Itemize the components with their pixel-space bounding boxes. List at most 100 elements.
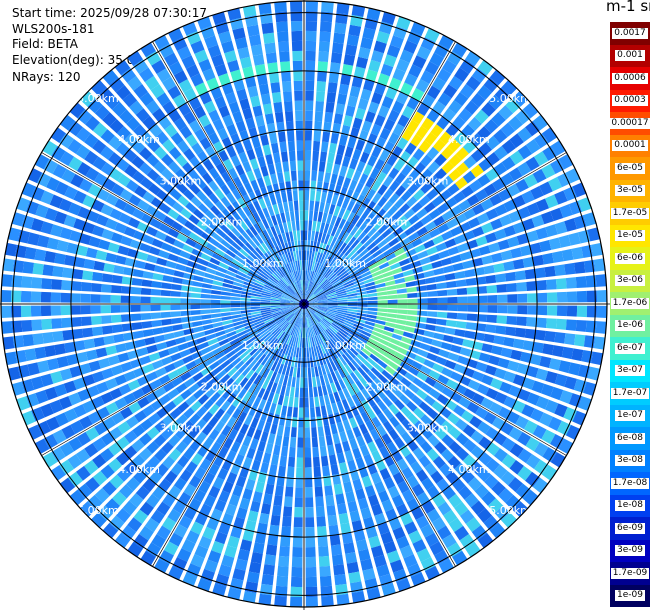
ppi-bin — [423, 270, 435, 278]
ppi-bin — [272, 413, 280, 425]
ppi-bin — [383, 54, 397, 68]
ppi-bin — [87, 183, 102, 197]
ppi-bin — [25, 200, 40, 215]
ppi-bin — [282, 276, 290, 286]
ppi-bin — [280, 301, 291, 304]
ppi-bin — [211, 347, 223, 356]
ppi-bin — [388, 517, 402, 531]
ppi-bin — [280, 536, 291, 547]
ppi-bin — [59, 227, 73, 240]
ppi-bin — [122, 92, 138, 108]
ppi-bin — [294, 316, 299, 327]
azimuth-gridline — [303, 152, 567, 305]
ppi-bin — [367, 296, 378, 301]
ppi-bin — [426, 352, 438, 362]
ppi-bin — [77, 483, 93, 499]
ppi-bin — [457, 296, 468, 304]
ppi-bin — [139, 162, 153, 176]
ppi-bin — [307, 298, 318, 303]
ppi-bin — [465, 517, 481, 532]
ppi-bin — [421, 117, 435, 131]
ppi-bin — [229, 17, 244, 31]
ppi-bin — [305, 317, 308, 328]
ppi-bin — [61, 424, 76, 440]
ppi-bin — [220, 304, 231, 308]
ppi-bin — [448, 440, 462, 454]
ppi-bin — [281, 243, 288, 254]
ppi-bin — [401, 489, 415, 503]
ppi-bin — [172, 94, 187, 108]
ppi-bin — [397, 309, 408, 315]
ppi-bin — [288, 396, 294, 408]
ppi-bin — [295, 307, 302, 316]
ppi-bin — [508, 167, 523, 182]
colorbar-cell: 1e-08 — [610, 494, 650, 517]
ppi-bin — [315, 91, 325, 102]
ppi-bin — [268, 524, 280, 536]
ppi-bin — [462, 170, 476, 184]
ppi-bin — [411, 111, 425, 125]
ppi-bin — [320, 278, 328, 287]
ppi-bin — [408, 345, 420, 354]
ppi-bin — [305, 307, 309, 318]
ppi-bin — [331, 322, 341, 330]
ppi-bin — [145, 542, 161, 557]
ppi-bin — [565, 277, 577, 289]
ppi-bin — [363, 344, 374, 353]
ppi-bin — [98, 87, 114, 103]
ppi-bin — [250, 295, 261, 300]
ppi-bin — [283, 311, 293, 317]
ppi-bin — [350, 239, 360, 249]
ppi-bin — [325, 288, 335, 295]
ppi-bin — [363, 324, 375, 331]
ppi-bin — [145, 51, 161, 66]
ppi-bin — [296, 150, 304, 161]
ppi-bin — [333, 319, 343, 326]
ppi-bin — [73, 218, 86, 231]
ppi-bin — [299, 200, 304, 211]
ppi-bin — [371, 204, 382, 216]
ppi-bin — [290, 346, 295, 357]
ppi-bin — [203, 197, 215, 209]
ppi-bin — [171, 221, 184, 232]
ppi-bin — [156, 92, 171, 107]
ppi-bin — [509, 133, 524, 149]
ppi-bin — [275, 434, 283, 446]
ppi-bin — [548, 416, 562, 431]
ppi-bin — [212, 583, 227, 597]
ppi-bin — [254, 188, 263, 200]
ppi-bin — [275, 317, 285, 324]
ppi-bin — [98, 505, 114, 521]
ppi-bin — [317, 323, 324, 333]
ppi-bin — [287, 324, 294, 335]
azimuth-gridline — [41, 303, 305, 456]
ppi-bin — [220, 342, 232, 351]
ppi-bin — [490, 378, 503, 390]
ppi-bin — [281, 191, 288, 203]
ppi-bin — [293, 271, 298, 282]
ppi-bin — [545, 399, 559, 414]
ppi-bin — [491, 481, 506, 496]
ppi-bin — [524, 420, 538, 435]
ppi-bin — [261, 311, 272, 316]
ppi-bin — [440, 448, 454, 462]
ppi-bin — [406, 475, 420, 489]
ppi-bin — [539, 356, 552, 369]
ppi-bin — [494, 203, 508, 217]
ppi-bin — [550, 159, 565, 174]
ppi-bin — [270, 226, 278, 237]
ppi-bin — [148, 246, 161, 256]
ppi-bin — [324, 342, 331, 352]
ppi-bin — [420, 214, 433, 226]
ppi-bin — [341, 198, 350, 210]
ppi-bin — [484, 119, 499, 134]
ppi-bin — [291, 315, 297, 325]
ppi-bin — [280, 151, 289, 163]
ppi-bin — [343, 54, 356, 66]
ppi-bin — [186, 563, 201, 577]
ppi-bin — [291, 220, 296, 232]
ppi-bin — [277, 256, 284, 266]
ppi-bin — [136, 251, 149, 261]
ppi-bin — [305, 100, 314, 111]
ppi-bin — [220, 359, 231, 369]
